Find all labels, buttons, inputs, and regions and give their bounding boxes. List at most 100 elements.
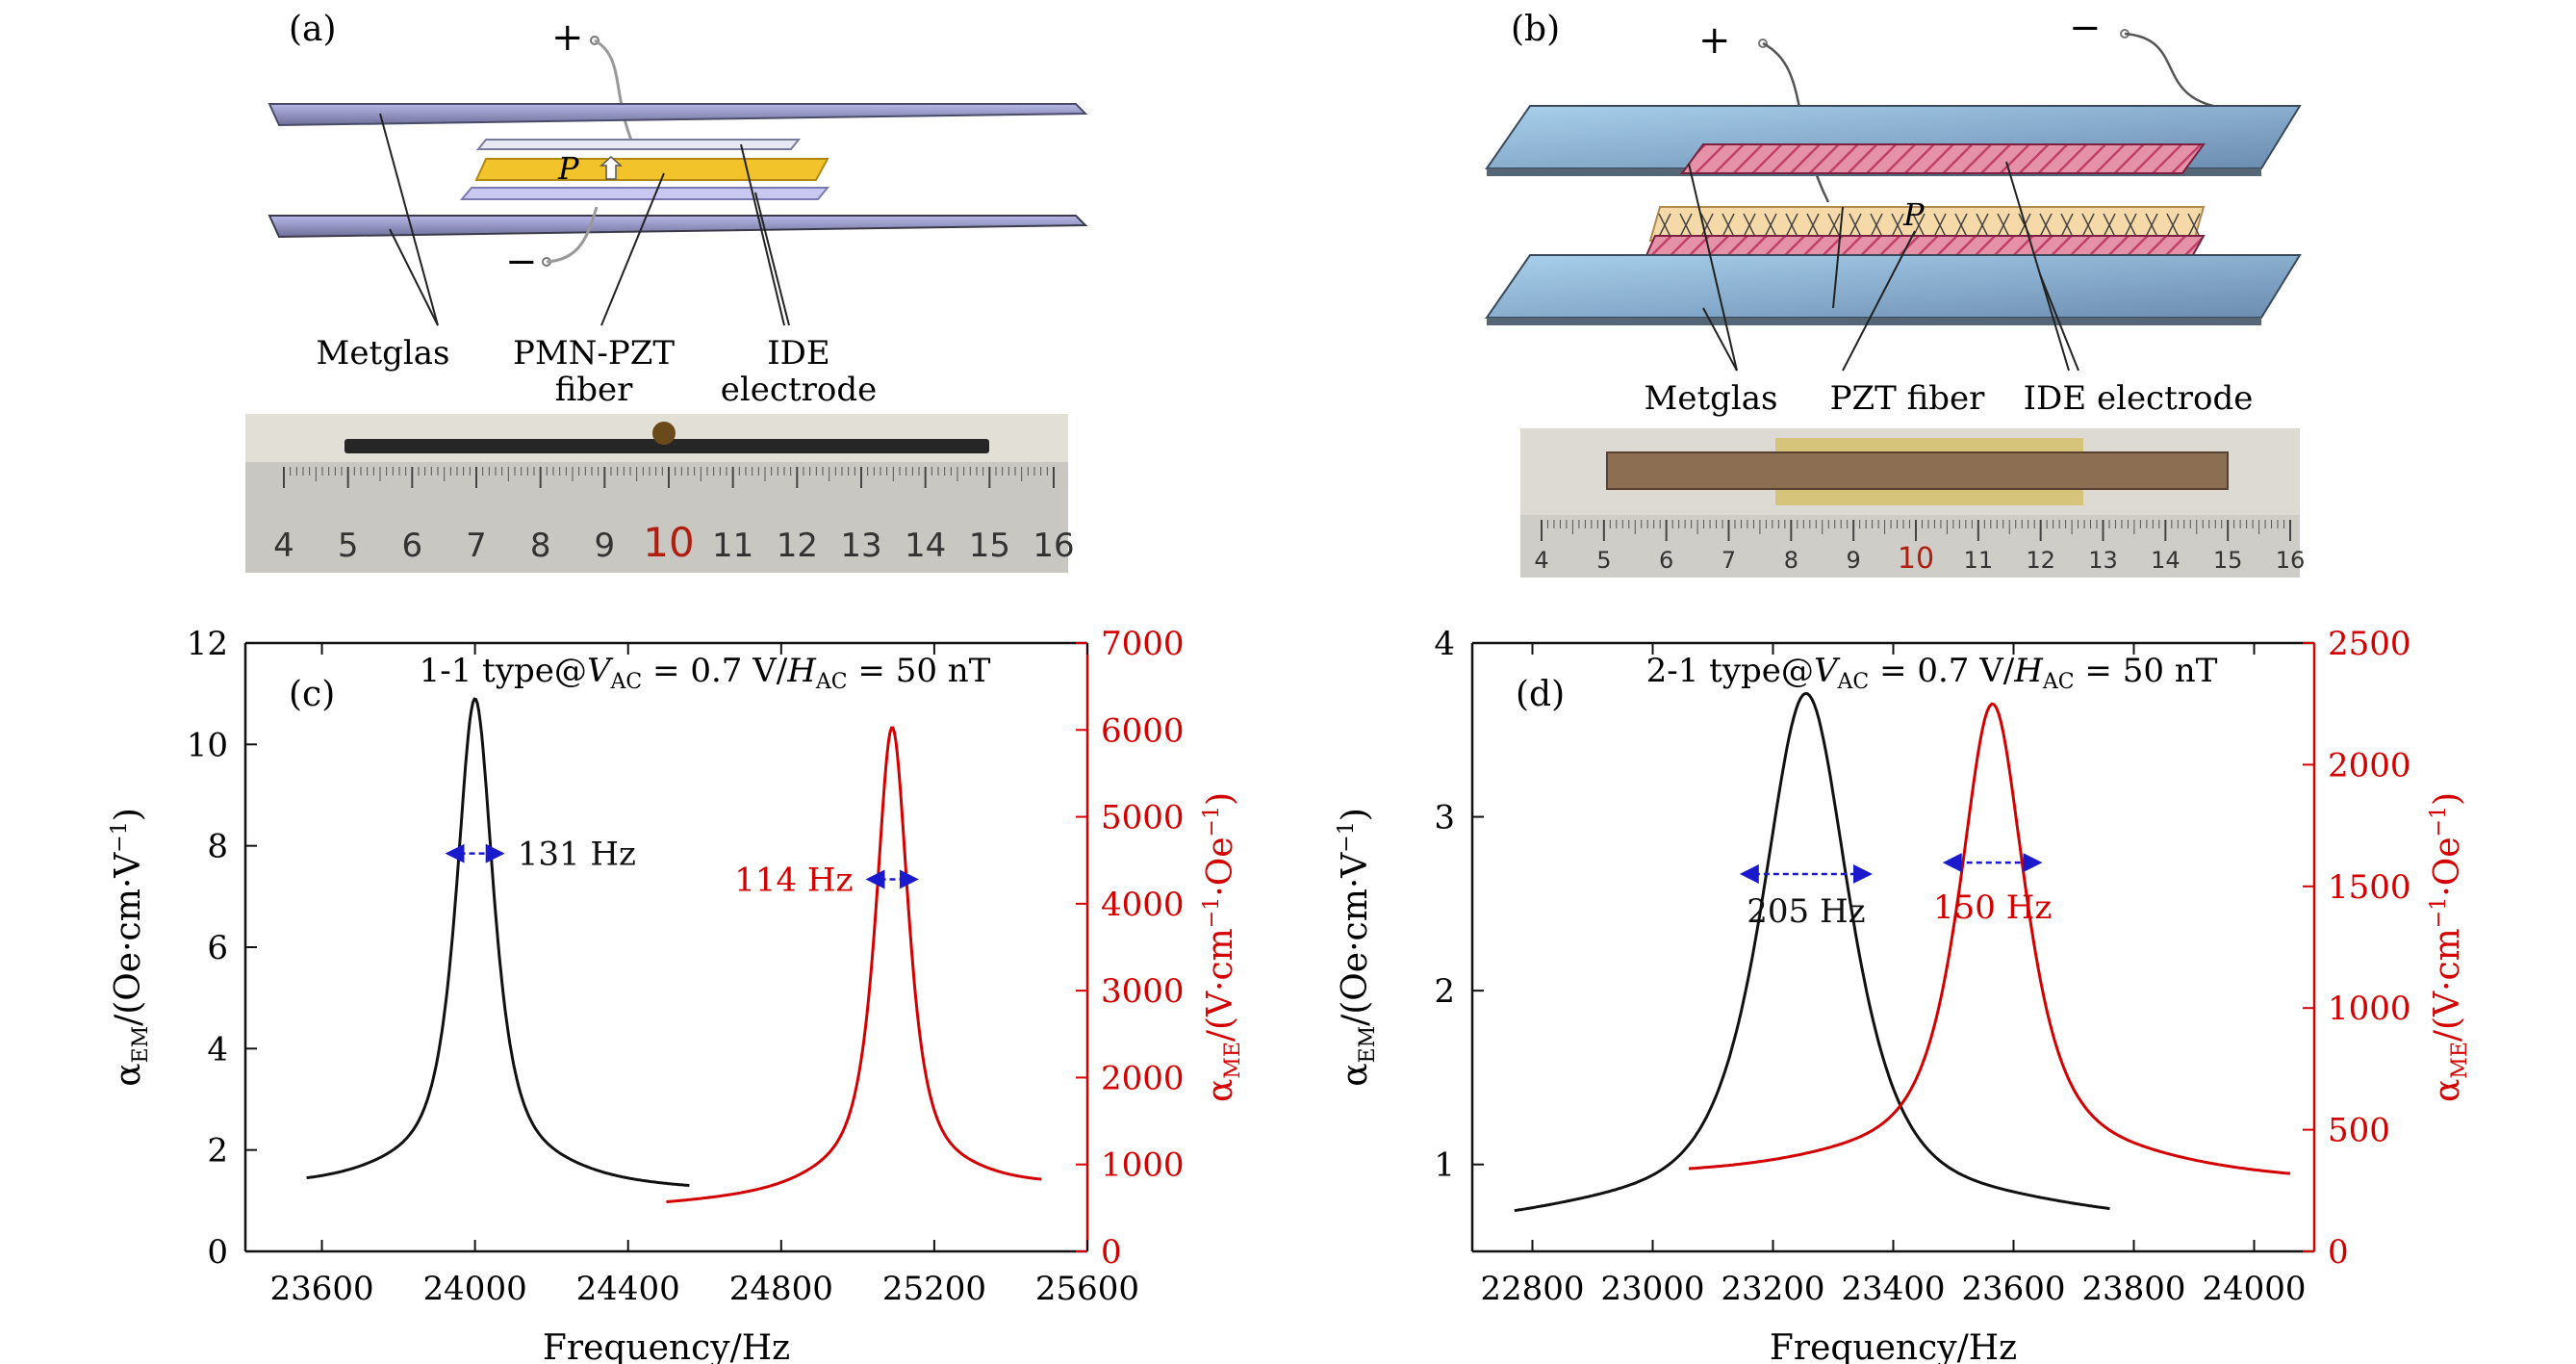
electrode-finger — [1976, 213, 1989, 238]
electrode-finger — [2039, 213, 2053, 238]
electrode-finger — [2103, 213, 2116, 238]
panel-a-leader-lines — [379, 113, 790, 326]
ruler-number: 16 — [1033, 527, 1074, 565]
panel-b-plus-connector-icon — [1758, 39, 1768, 48]
ruler-number: 13 — [840, 527, 881, 565]
electrode-finger — [1849, 213, 1862, 238]
electrode-finger — [1954, 213, 1968, 238]
y-left-tick-label: 2 — [207, 1132, 228, 1171]
x-tick-label: 25600 — [1035, 1270, 1139, 1308]
electrode-finger — [1785, 213, 1798, 238]
panel-b-ide-electrode-top — [1680, 143, 2206, 174]
panel-b-plus-terminal: + — [1698, 18, 1731, 63]
chart-title: 1-1 type@VAC = 0.7 V/HAC = 50 nT — [420, 652, 991, 694]
ruler-number: 14 — [2151, 547, 2181, 574]
panel-a-device-contact — [652, 422, 676, 445]
ruler-number: 9 — [1847, 547, 1861, 574]
electrode-finger — [1806, 213, 1820, 238]
panel-b-letter: (b) — [1511, 10, 1560, 49]
electrode-finger — [1870, 213, 1883, 238]
x-tick-label: 23600 — [1961, 1270, 2065, 1308]
panel-b-leader-lines — [1688, 161, 2079, 372]
y-left-tick-label: 4 — [1434, 625, 1455, 663]
ruler-number: 15 — [2213, 547, 2243, 574]
panel-a-ide-electrode-top — [475, 139, 802, 150]
ruler-number: 8 — [530, 527, 551, 565]
y-axis-left-label: αEM/(Oe·cm·V−1) — [108, 808, 153, 1087]
panel-a-metglas-label: Metglas — [317, 334, 450, 373]
panel-b-electrode-fingers — [1658, 213, 2201, 238]
ruler-number: 11 — [1964, 547, 1994, 574]
chart-title: 2-1 type@VAC = 0.7 V/HAC = 50 nT — [1646, 652, 2218, 694]
ruler-number: 13 — [2088, 547, 2118, 574]
panel-b-ruler-numbers: 4 5 6 7 8 9 10 11 12 13 14 15 16 — [1534, 542, 2305, 576]
y-left-tick-label: 6 — [207, 929, 228, 967]
fwhm-label: 114 Hz — [734, 861, 853, 899]
panel-a-plus-connector-icon — [590, 36, 599, 45]
electrode-finger — [1997, 213, 2010, 238]
ruler-number: 12 — [777, 527, 818, 565]
y-axis-right-label: αME/(V·cm−1·Oe−1) — [1200, 792, 1245, 1102]
y-right-tick-label: 2000 — [2328, 746, 2411, 785]
ruler-number: 16 — [2276, 547, 2306, 574]
ruler-number: 9 — [595, 527, 616, 565]
panel-a-electrode-label-line2: electrode — [721, 371, 877, 409]
y-left-tick-label: 3 — [1434, 799, 1455, 837]
ruler-number: 5 — [338, 527, 359, 565]
fwhm-label: 131 Hz — [518, 836, 636, 874]
electrode-finger — [1700, 213, 1714, 238]
panel-b-minus-wire — [2124, 32, 2214, 108]
panel-b-metglas-bottom — [1485, 254, 2302, 319]
ruler-number: 7 — [466, 527, 487, 565]
panel-b-schematic: (b) + − P Metglas PZT fiber IDE elect — [1485, 6, 2305, 578]
panel-a-ide-electrode-bottom — [459, 187, 830, 200]
panel-b-polarization-label: P — [1902, 196, 1925, 233]
panel-a-ruler — [245, 462, 1068, 573]
series-em-line — [1514, 691, 2110, 1213]
electrode-finger — [1891, 213, 1904, 238]
y-right-tick-label: 6000 — [1101, 711, 1185, 750]
y-left-tick-label: 1 — [1434, 1146, 1455, 1185]
y-right-tick-label: 2500 — [2328, 625, 2411, 663]
y-right-tick-label: 0 — [1101, 1233, 1122, 1272]
x-tick-label: 23600 — [269, 1270, 373, 1308]
ruler-number: 10 — [1898, 542, 1934, 576]
x-tick-label: 24400 — [576, 1270, 680, 1308]
y-left-tick-label: 0 — [207, 1233, 228, 1272]
panel-a-minus-terminal: − — [505, 240, 538, 284]
electrode-finger — [1743, 213, 1756, 238]
x-tick-label: 22800 — [1480, 1270, 1584, 1308]
electrode-finger — [1658, 213, 1671, 238]
panel-b-electrode-label: IDE electrode — [2024, 379, 2254, 418]
chart-panel-letter: (d) — [1516, 675, 1565, 714]
ruler-number: 5 — [1596, 547, 1611, 574]
fwhm-label: 150 Hz — [1933, 888, 2052, 927]
electrode-finger — [2145, 213, 2158, 238]
y-left-tick-label: 10 — [187, 726, 228, 764]
panel-a-ruler-ticks — [283, 467, 1055, 488]
x-tick-label: 24000 — [423, 1270, 527, 1308]
y-right-tick-label: 1000 — [2328, 990, 2411, 1028]
y-right-tick-label: 5000 — [1101, 799, 1185, 837]
panel-b-fiber-label: PZT fiber — [1830, 379, 1986, 418]
y-left-tick-label: 12 — [187, 625, 228, 663]
ruler-number: 4 — [273, 527, 294, 565]
chart-panel-letter: (c) — [289, 675, 335, 714]
x-tick-label: 25200 — [882, 1270, 986, 1308]
panel-a-polarization-arrow-icon — [599, 155, 623, 180]
panel-a-device-strip — [344, 439, 989, 453]
ruler-number: 14 — [905, 527, 946, 565]
electrode-finger — [2124, 213, 2137, 238]
panel-a-fiber-label-line1: PMN-PZT — [513, 334, 675, 373]
x-tick-label: 23000 — [1600, 1270, 1704, 1308]
electrode-finger — [1679, 213, 1693, 238]
electrode-finger — [2060, 213, 2074, 238]
ruler-number: 15 — [969, 527, 1010, 565]
y-left-tick-label: 8 — [207, 828, 228, 866]
y-right-tick-label: 2000 — [1101, 1059, 1185, 1097]
ruler-number: 6 — [1659, 547, 1673, 574]
y-right-tick-label: 3000 — [1101, 972, 1185, 1011]
chart-c: 23600 24000 24400 24800 25200 256000246810120… — [108, 625, 1245, 1364]
series-em-line — [306, 697, 690, 1187]
